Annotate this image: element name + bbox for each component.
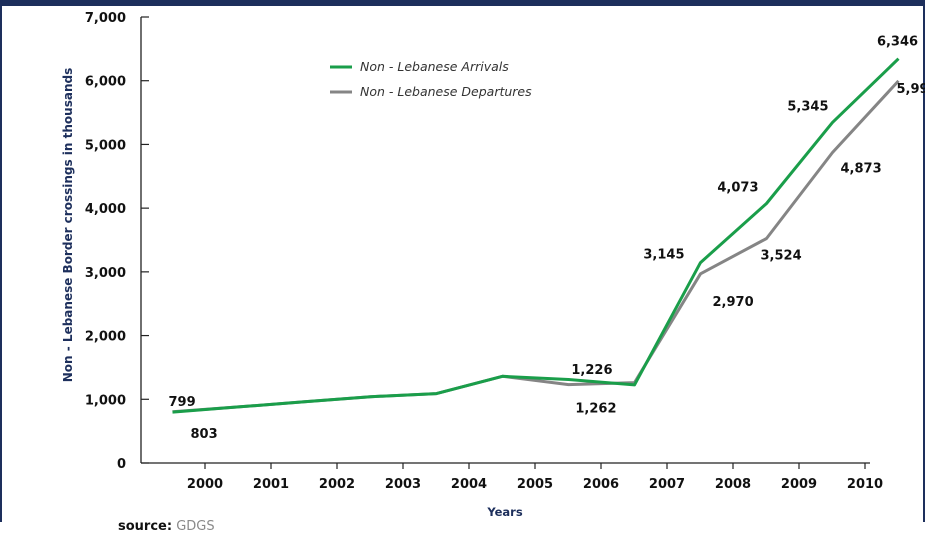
y-tick-label: 0 xyxy=(117,457,126,472)
source-note: source: GDGS xyxy=(118,519,215,534)
arrivals-series-line xyxy=(172,57,900,414)
x-tick-label: 2006 xyxy=(583,477,619,492)
x-tick-label: 2008 xyxy=(715,477,751,492)
left-frame-line xyxy=(0,6,2,522)
departures-data-label: 803 xyxy=(191,427,218,442)
x-tick-label: 2005 xyxy=(517,477,553,492)
y-axis-title: Non - Lebanese Border crossings in thous… xyxy=(61,68,75,382)
departures-series-line xyxy=(172,79,900,414)
arrivals-data-label: 799 xyxy=(169,395,196,410)
arrivals-data-label: 5,345 xyxy=(787,99,828,114)
x-tick-label: 2001 xyxy=(253,477,289,492)
departures-data-label: 2,970 xyxy=(713,295,754,310)
y-tick-label: 4,000 xyxy=(85,202,126,217)
x-axis-title: Years xyxy=(486,505,523,519)
source-label: source: xyxy=(118,519,173,534)
x-tick-label: 2010 xyxy=(847,477,883,492)
departures-data-label: 1,262 xyxy=(575,402,616,417)
arrivals-data-label: 3,145 xyxy=(643,248,684,263)
right-frame-line xyxy=(923,6,925,522)
departures-data-label: 3,524 xyxy=(761,248,802,263)
x-tick-label: 2003 xyxy=(385,477,421,492)
y-tick-label: 2,000 xyxy=(85,330,126,345)
y-tick-label: 3,000 xyxy=(85,266,126,281)
x-tick-label: 2004 xyxy=(451,477,487,492)
y-tick-label: 6,000 xyxy=(85,75,126,90)
y-tick-label: 1,000 xyxy=(85,393,126,408)
arrivals-data-label: 4,073 xyxy=(717,180,758,195)
top-frame-bar xyxy=(0,0,925,6)
x-tick-label: 2007 xyxy=(649,477,685,492)
departures-data-label: 4,873 xyxy=(841,162,882,177)
source-value: GDGS xyxy=(176,519,215,534)
arrivals-data-label: 1,226 xyxy=(571,363,612,378)
x-tick-label: 2009 xyxy=(781,477,817,492)
legend-arrivals-label: Non - Lebanese Arrivals xyxy=(360,59,509,74)
departures-data-label: 5,997 xyxy=(897,82,925,97)
x-tick-label: 2000 xyxy=(187,477,223,492)
arrivals-data-label: 6,346 xyxy=(877,35,918,50)
y-tick-label: 7,000 xyxy=(85,11,126,26)
y-tick-label: 5,000 xyxy=(85,138,126,153)
x-tick-label: 2002 xyxy=(319,477,355,492)
legend-departures-label: Non - Lebanese Departures xyxy=(360,84,532,99)
